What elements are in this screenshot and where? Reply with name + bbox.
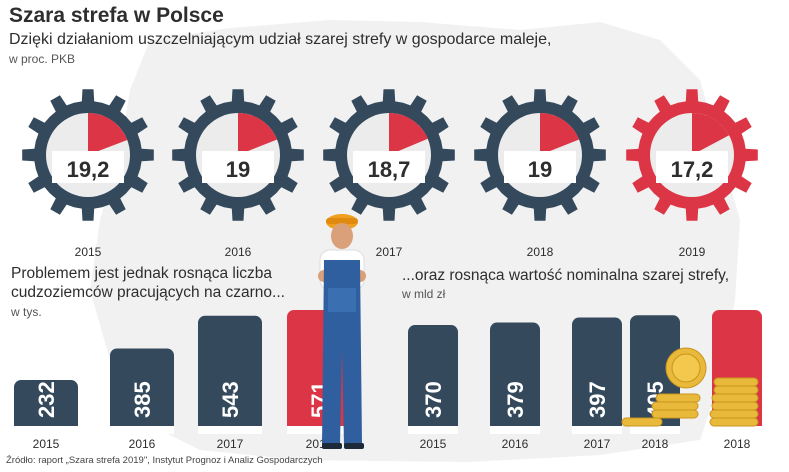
value-value-label: 379 xyxy=(503,381,528,418)
value-plate xyxy=(656,151,728,183)
value-unit: w mld zł xyxy=(402,287,446,301)
gear-chart-2017: 18,7 xyxy=(323,89,455,221)
value-value-label: 397 xyxy=(585,381,610,418)
pie-value-label: 17,2 xyxy=(671,157,714,182)
workers-bar-group: 543 xyxy=(198,315,262,434)
value-section-title: ...oraz rosnąca wartość nominalna szarej… xyxy=(402,267,730,284)
gears-unit: w proc. PKB xyxy=(9,52,76,66)
workers-unit: w tys. xyxy=(11,305,42,319)
value-plate xyxy=(353,151,425,183)
source-note: Źródło: raport „Szara strefa 2019", Inst… xyxy=(6,455,323,466)
value-year-label: 2017 xyxy=(584,437,611,451)
value-year-label: 2015 xyxy=(420,437,447,451)
coins-illustration xyxy=(621,347,759,427)
gear-year-label: 2016 xyxy=(225,245,252,259)
value-year-label: 2018 xyxy=(642,437,669,451)
gear-chart-2016: 19 xyxy=(172,89,304,221)
value-value-label: 370 xyxy=(421,381,446,418)
pie-slice-2017 xyxy=(389,112,428,155)
workers-bar-group: 232 xyxy=(14,380,78,434)
workers-year-label: 2017 xyxy=(217,437,244,451)
gear-year-label: 2015 xyxy=(75,245,102,259)
gear-year-label: 2019 xyxy=(679,245,706,259)
gear-chart-2018: 19 xyxy=(474,89,606,221)
pie-slice-2019 xyxy=(692,112,730,155)
value-plate xyxy=(52,151,124,183)
value-bar-group: 370 xyxy=(408,325,458,434)
gear-year-label: 2017 xyxy=(376,245,403,259)
page-title: Szara strefa w Polsce xyxy=(9,4,224,27)
page-subtitle: Dzięki działaniom uszczelniającym udział… xyxy=(9,31,552,48)
gear-chart-2015: 19,2 xyxy=(22,89,154,221)
pie-slice-2015 xyxy=(88,113,128,155)
pie-value-label: 19,2 xyxy=(67,157,110,182)
gear-chart-2019: 17,2 xyxy=(626,89,758,221)
workers-bar xyxy=(14,380,78,434)
value-year-label: 2016 xyxy=(502,437,529,451)
workers-year-label: 2015 xyxy=(33,437,60,451)
workers-year-label: 2016 xyxy=(129,437,156,451)
value-bar xyxy=(572,317,622,434)
workers-bar-group: 385 xyxy=(110,348,174,434)
value-year-label: 2018 xyxy=(724,437,751,451)
workers-value-label: 543 xyxy=(218,381,243,418)
value-bar-group: 397 xyxy=(572,317,622,434)
pie-slice-2018 xyxy=(540,112,580,155)
gear-year-label: 2018 xyxy=(527,245,554,259)
value-plate xyxy=(504,151,576,183)
pie-value-label: 19 xyxy=(226,157,250,182)
pie-value-label: 19 xyxy=(528,157,552,182)
workers-value-label: 232 xyxy=(34,381,59,418)
workers-bar xyxy=(198,315,262,434)
pie-slice-2016 xyxy=(238,112,278,155)
workers-value-label: 385 xyxy=(130,381,155,418)
value-bar-group: 379 xyxy=(490,322,540,434)
worker-illustration xyxy=(318,214,366,449)
pie-value-label: 18,7 xyxy=(368,157,411,182)
value-plate xyxy=(202,151,274,183)
value-bar xyxy=(408,325,458,434)
workers-section-title: Problemem jest jednak rosnąca liczba cud… xyxy=(11,265,285,301)
workers-bar xyxy=(110,348,174,434)
value-bar xyxy=(490,322,540,434)
